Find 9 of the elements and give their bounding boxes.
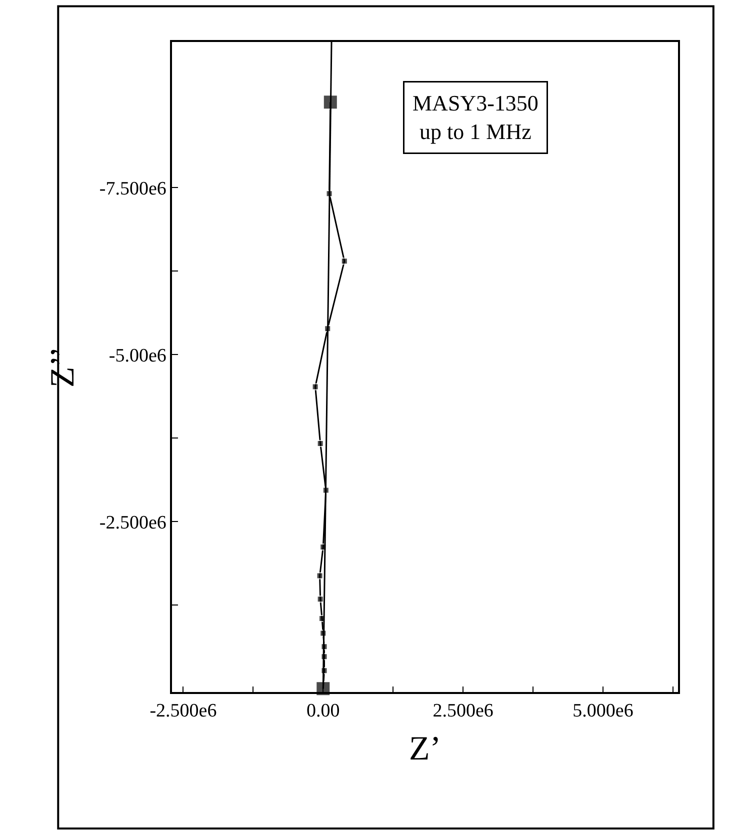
annotation: MASY3-1350 up to 1 MHz <box>412 90 538 144</box>
y-tick-label: -5.00e6 <box>108 345 166 366</box>
y-tick-label: -7.500e6 <box>99 178 166 200</box>
y-tick-label: -2.500e6 <box>99 512 166 534</box>
x-tick-label: 0.00 <box>306 700 340 722</box>
x-tick-label: 2.500e6 <box>432 700 494 722</box>
x-axis-title: Z’ <box>408 730 442 768</box>
x-tick-label: 5.000e6 <box>572 700 634 722</box>
x-tick-label: -2.500e6 <box>150 700 217 722</box>
